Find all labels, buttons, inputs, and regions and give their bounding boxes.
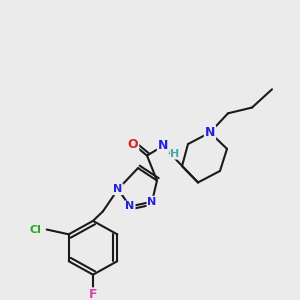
Text: F: F xyxy=(89,288,97,300)
Text: N: N xyxy=(205,126,215,139)
Text: O: O xyxy=(128,138,138,151)
Text: H: H xyxy=(170,149,180,159)
Text: N: N xyxy=(147,197,157,207)
Text: Cl: Cl xyxy=(30,224,42,235)
Text: N: N xyxy=(158,140,168,152)
Text: N: N xyxy=(113,184,123,194)
Text: N: N xyxy=(125,202,135,212)
